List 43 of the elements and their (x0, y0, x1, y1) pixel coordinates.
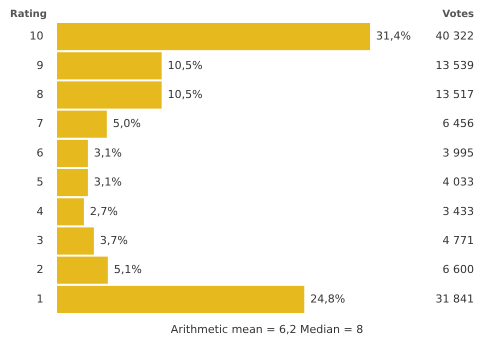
y-tick-label: 8 (36, 88, 44, 101)
text: 3 995 (442, 146, 474, 160)
y-tick-label: 10 (30, 30, 44, 43)
y-tick-label: 5 (36, 176, 44, 189)
bar (57, 169, 88, 196)
data-label: 31,4% (376, 30, 411, 43)
data-label: 3,1% (94, 176, 122, 189)
text: 6 600 (442, 263, 474, 276)
y-tick-label: 9 (36, 58, 44, 72)
text: 4 033 (442, 176, 474, 189)
text: 4 771 (442, 234, 474, 247)
y-tick-label: 6 (36, 146, 44, 160)
data-label: 10,5% (168, 58, 203, 72)
text: 31 841 (436, 292, 474, 306)
bar (57, 256, 108, 284)
bar (57, 140, 88, 167)
data-label: 2,7% (90, 204, 118, 218)
bar (57, 227, 94, 255)
text: Arithmetic mean = 6,2 Median = 8 (170, 323, 364, 336)
data-label: 3,7% (100, 234, 128, 247)
data-label: 3,1% (94, 146, 122, 160)
y-tick-label: 3 (36, 234, 44, 247)
y-axis-title: Rating (10, 9, 47, 20)
text: 6 456 (442, 117, 474, 130)
bar (57, 23, 370, 50)
text: 40 322 (436, 30, 474, 43)
data-label: 10,5% (168, 88, 203, 101)
bar (57, 81, 162, 109)
y-tick-label: 1 (36, 292, 44, 306)
text: 13 517 (436, 88, 474, 101)
text: Votes (442, 9, 474, 20)
data-label: 24,8% (310, 292, 346, 306)
bar (57, 286, 304, 313)
text: 3 433 (442, 204, 474, 218)
text: 13 539 (436, 58, 474, 72)
y-tick-label: 2 (36, 263, 44, 276)
bar (57, 198, 84, 226)
y-tick-label: 7 (36, 117, 44, 130)
bar (57, 52, 162, 80)
y-tick-label: 4 (36, 204, 44, 218)
bar (57, 110, 107, 138)
data-label: 5,0% (112, 117, 141, 130)
data-label: 5,1% (114, 263, 142, 276)
